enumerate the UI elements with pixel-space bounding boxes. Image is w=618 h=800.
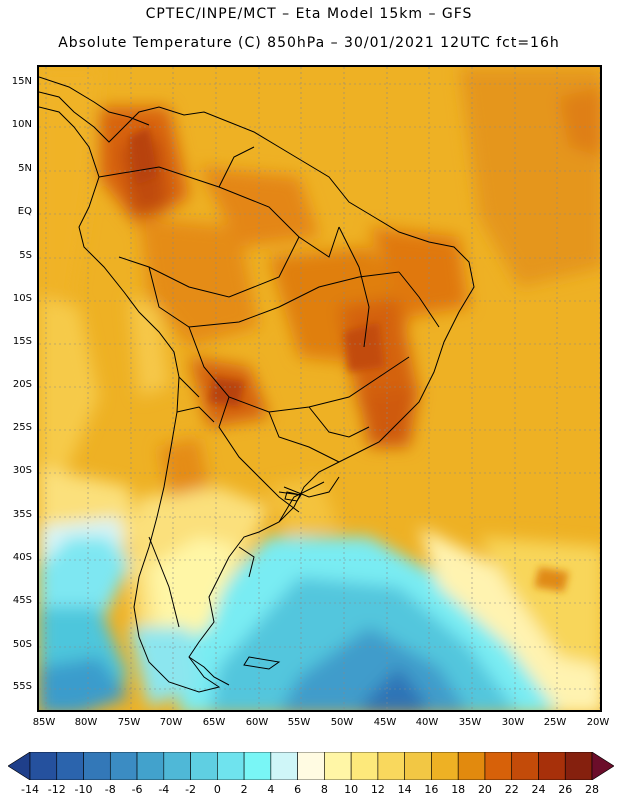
colorbar-tick-label: 22	[504, 783, 519, 796]
colorbar-swatch	[297, 751, 325, 781]
colorbar-swatch	[484, 751, 513, 781]
colorbar-tick-label: 14	[397, 783, 412, 796]
lat-label: 25S	[12, 422, 32, 433]
lat-label: 20S	[12, 379, 32, 390]
colorbar-tick-label: 6	[294, 783, 302, 796]
lat-label: 15N	[11, 76, 32, 87]
colorbar-swatch	[511, 751, 539, 781]
colorbar-tick-label: 0	[213, 783, 221, 796]
lat-label: 15S	[12, 336, 32, 347]
colorbar-tick-label: -6	[131, 783, 143, 796]
colorbar-tick-label: -4	[158, 783, 170, 796]
lon-label: 65W	[202, 717, 226, 728]
colorbar-swatch	[56, 751, 84, 781]
coastlines-borders	[39, 76, 475, 693]
temperature-map	[37, 65, 602, 712]
temperature-field	[39, 67, 600, 710]
graticule	[39, 67, 600, 710]
colorbar-tick-label: 2	[240, 783, 248, 796]
colorbar-high-arrow	[591, 751, 615, 781]
lon-label: 35W	[458, 717, 482, 728]
lon-label: 80W	[74, 717, 98, 728]
colorbar	[7, 751, 615, 781]
colorbar-swatch	[564, 751, 593, 781]
colorbar-tick-label: -2	[185, 783, 197, 796]
colorbar-tick-label: 16	[424, 783, 439, 796]
map-subtitle: Absolute Temperature (C) 850hPa – 30/01/…	[58, 35, 560, 51]
lat-label: 50S	[12, 639, 32, 650]
map-title: CPTEC/INPE/MCT – Eta Model 15km – GFS	[145, 6, 473, 22]
colorbar-swatch	[217, 751, 245, 781]
colorbar-tick-label: 8	[320, 783, 328, 796]
colorbar-swatch	[377, 751, 405, 781]
colorbar-swatch	[538, 751, 566, 781]
lon-label: 30W	[501, 717, 525, 728]
colorbar-swatch	[404, 751, 432, 781]
colorbar-tick-label: 18	[451, 783, 466, 796]
colorbar-tick-label: -8	[104, 783, 116, 796]
lat-label: 5S	[19, 250, 32, 261]
colorbar-swatch	[324, 751, 352, 781]
colorbar-swatch	[109, 751, 138, 781]
lat-label: 10N	[11, 119, 32, 130]
colorbar-svg	[7, 751, 615, 781]
lat-label: 45S	[12, 595, 32, 606]
lat-label: 5N	[18, 163, 32, 174]
lon-label: 70W	[159, 717, 183, 728]
colorbar-tick-label: 10	[344, 783, 359, 796]
lon-label: 60W	[245, 717, 269, 728]
colorbar-swatch	[431, 751, 459, 781]
colorbar-tick-label: 12	[370, 783, 385, 796]
lon-label: 50W	[330, 717, 354, 728]
colorbar-swatch	[457, 751, 486, 781]
lon-label: 75W	[117, 717, 141, 728]
lat-label: 30S	[12, 465, 32, 476]
colorbar-tick-label: 4	[267, 783, 275, 796]
colorbar-tick-label: -14	[21, 783, 39, 796]
colorbar-swatch	[163, 751, 191, 781]
lat-label: 35S	[12, 509, 32, 520]
colorbar-swatch	[29, 751, 58, 781]
colorbar-tick-label: 24	[531, 783, 546, 796]
lon-label: 40W	[415, 717, 439, 728]
lat-label: EQ	[17, 206, 32, 217]
colorbar-tick-label: -10	[74, 783, 93, 796]
lat-label: 10S	[12, 293, 32, 304]
lat-label: 55S	[12, 681, 32, 692]
lon-label: 85W	[32, 717, 56, 728]
lon-label: 25W	[543, 717, 567, 728]
colorbar-tick-label: 28	[585, 783, 599, 796]
lon-label: 55W	[287, 717, 311, 728]
lat-label: 40S	[12, 552, 32, 563]
colorbar-swatch	[350, 751, 379, 781]
colorbar-swatch	[190, 751, 218, 781]
colorbar-low-arrow	[7, 751, 31, 781]
colorbar-swatch	[243, 751, 272, 781]
colorbar-tick-label: 20	[477, 783, 492, 796]
colorbar-swatch	[83, 751, 111, 781]
colorbar-swatch	[270, 751, 298, 781]
colorbar-tick-label: -12	[47, 783, 66, 796]
lon-label: 20W	[586, 717, 610, 728]
colorbar-tick-label: 26	[558, 783, 573, 796]
temperature-map-svg	[39, 67, 600, 710]
colorbar-swatch	[136, 751, 165, 781]
lon-label: 45W	[373, 717, 397, 728]
